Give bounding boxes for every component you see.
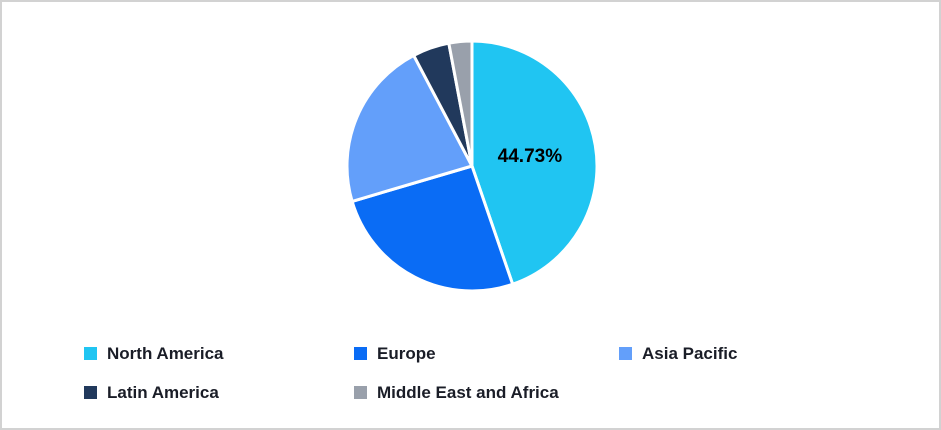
chart-legend: North America Europe Asia Pacific Latin Ame…	[84, 345, 914, 423]
legend-item-north-america[interactable]: North America	[84, 345, 354, 362]
legend-label-latin-america: Latin America	[107, 383, 219, 402]
pie-slice-middle-east-and-africa[interactable]	[447, 39, 474, 168]
pie-slice-europe[interactable]	[350, 164, 515, 293]
legend-label-middle-east-and-africa: Middle East and Africa	[377, 383, 559, 402]
slice-data-label-north-america: 44.73%	[498, 146, 563, 167]
legend-item-middle-east-and-africa[interactable]: Middle East and Africa	[354, 384, 619, 401]
pie-slice-asia-pacific[interactable]	[345, 53, 474, 203]
legend-swatch-europe	[354, 347, 367, 360]
legend-item-europe[interactable]: Europe	[354, 345, 619, 362]
legend-swatch-asia-pacific	[619, 347, 632, 360]
legend-swatch-middle-east-and-africa	[354, 386, 367, 399]
pie-slice-north-america[interactable]	[470, 39, 599, 286]
legend-label-asia-pacific: Asia Pacific	[642, 344, 738, 363]
legend-swatch-north-america	[84, 347, 97, 360]
legend-swatch-latin-america	[84, 386, 97, 399]
legend-label-north-america: North America	[107, 344, 224, 363]
legend-label-europe: Europe	[377, 344, 436, 363]
legend-item-latin-america[interactable]: Latin America	[84, 384, 354, 401]
legend-item-asia-pacific[interactable]: Asia Pacific	[619, 345, 914, 362]
